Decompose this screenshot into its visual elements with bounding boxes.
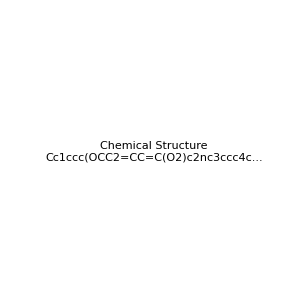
- Text: Chemical Structure
Cc1ccc(OCC2=CC=C(O2)c2nc3ccc4c...: Chemical Structure Cc1ccc(OCC2=CC=C(O2)c…: [45, 141, 262, 162]
